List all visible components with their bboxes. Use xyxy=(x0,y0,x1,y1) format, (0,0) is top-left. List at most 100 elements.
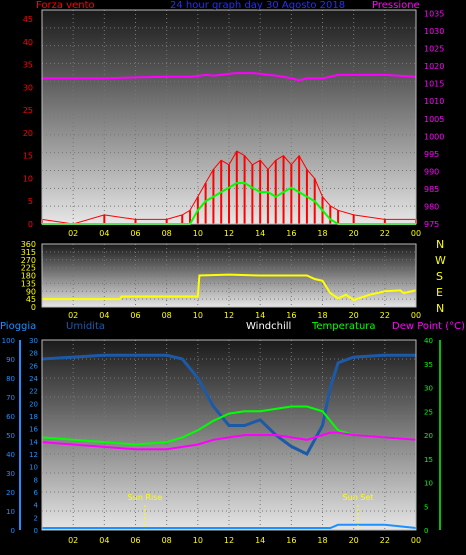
y-right-tick-label: 1025 xyxy=(424,45,444,54)
y-right-tick-label: 1030 xyxy=(424,27,444,36)
direction-tick-label: 225 xyxy=(21,264,36,273)
humidity-tick-label: 100 xyxy=(2,337,15,345)
rain-tick-label: 18 xyxy=(29,413,38,421)
temperature-tick-label: 15 xyxy=(424,456,433,464)
humidity-tick-label: 60 xyxy=(6,413,15,421)
x-tick-label: 08 xyxy=(162,311,172,320)
rain-tick-label: 0 xyxy=(34,527,38,535)
wind-bar xyxy=(103,214,106,224)
direction-label-w: W xyxy=(435,254,446,267)
rain-tick-label: 16 xyxy=(29,426,38,434)
y-right-tick-label: 1005 xyxy=(424,115,444,124)
rain-line xyxy=(42,523,417,529)
x-tick-label: 06 xyxy=(130,536,140,545)
humidity-tick-label: 40 xyxy=(6,451,15,459)
y-right-tick-label: 990 xyxy=(424,167,439,176)
wind-bar xyxy=(266,169,269,224)
wind-bar xyxy=(181,214,184,224)
humidity-tick-label: 30 xyxy=(6,470,15,478)
rain-tick-label: 10 xyxy=(29,464,38,472)
y-left-tick-label: 40 xyxy=(23,38,33,47)
x-tick-label: 22 xyxy=(380,311,390,320)
x-tick-label: 06 xyxy=(130,311,140,320)
humidity-tick-label: 0 xyxy=(11,527,15,535)
temperature-tick-label: 20 xyxy=(424,432,433,440)
pressure-axis-title: Pressione xyxy=(372,0,420,11)
x-tick-label: 04 xyxy=(99,536,109,545)
rain-tick-label: 8 xyxy=(34,476,38,484)
direction-tick-label: 0 xyxy=(31,303,36,312)
chart-title: 24 hour graph day 30 Agosto 2018 xyxy=(170,0,346,11)
rain-tick-label: 22 xyxy=(29,388,38,396)
x-tick-label: 18 xyxy=(317,311,327,320)
y-right-tick-label: 995 xyxy=(424,150,439,159)
wind-bar xyxy=(204,183,207,224)
wind-bar xyxy=(282,155,285,224)
y-right-tick-label: 1000 xyxy=(424,132,444,141)
direction-tick-label: 180 xyxy=(21,272,36,281)
temperature-legend: Temperatura xyxy=(312,321,376,332)
x-tick-label: 08 xyxy=(162,229,172,238)
rain-tick-label: 30 xyxy=(29,337,38,345)
direction-label-n2: N xyxy=(436,302,445,315)
wind-bar xyxy=(243,155,246,224)
windchill-legend: Windchill xyxy=(246,321,292,332)
humidity-tick-label: 80 xyxy=(6,375,15,383)
y-right-tick-label: 1015 xyxy=(424,80,444,89)
temperature-tick-label: 5 xyxy=(424,503,428,511)
dewpoint-line xyxy=(41,431,417,451)
temperature-tick-label: 0 xyxy=(424,527,428,535)
rain-tick-label: 20 xyxy=(29,400,38,408)
x-tick-label: 10 xyxy=(193,229,203,238)
humidity-axis-title: Umidita xyxy=(66,321,106,332)
x-tick-label: 02 xyxy=(68,536,78,545)
x-tick-label: 14 xyxy=(255,311,265,320)
y-left-tick-label: 0 xyxy=(28,220,33,229)
x-tick-label: 22 xyxy=(380,536,390,545)
humidity-tick-label: 50 xyxy=(6,432,15,440)
wind-bar xyxy=(165,219,168,224)
rain-tick-label: 2 xyxy=(34,514,38,522)
temperature-tick-label: 10 xyxy=(424,480,433,488)
x-tick-label: 16 xyxy=(286,311,296,320)
y-right-tick-label: 1020 xyxy=(424,62,444,71)
panel-border xyxy=(41,243,417,308)
y-right-tick-label: 980 xyxy=(424,202,439,211)
x-tick-label: 06 xyxy=(130,229,140,238)
direction-tick-label: 315 xyxy=(21,248,36,257)
y-left-tick-label: 5 xyxy=(28,197,33,206)
x-tick-label: 00 xyxy=(411,229,421,238)
rain-tick-label: 4 xyxy=(34,502,39,510)
wind-bar xyxy=(290,164,293,224)
dewpoint-legend: Dew Point (°C) xyxy=(392,321,466,332)
y-left-tick-label: 10 xyxy=(23,174,33,183)
y-left-tick-label: 30 xyxy=(23,83,33,92)
x-tick-label: 20 xyxy=(349,536,359,545)
x-tick-label: 04 xyxy=(99,229,109,238)
rain-axis-title: Pioggia xyxy=(0,321,37,332)
x-tick-label: 22 xyxy=(380,229,390,238)
humidity-tick-label: 70 xyxy=(6,394,15,402)
wind-line xyxy=(41,150,416,225)
temperature-tick-label: 25 xyxy=(424,408,433,416)
direction-tick-label: 270 xyxy=(21,256,36,265)
rain-tick-label: 12 xyxy=(29,451,38,459)
direction-tick-label: 135 xyxy=(21,279,36,288)
x-tick-label: 12 xyxy=(224,229,234,238)
wind-bar xyxy=(235,151,238,224)
direction-tick-label: 360 xyxy=(21,240,36,249)
temperature-tick-label: 40 xyxy=(424,337,433,345)
wind-direction-line xyxy=(42,273,417,302)
direction-tick-label: 45 xyxy=(26,295,36,304)
wind-bar xyxy=(298,155,301,224)
y-left-tick-label: 20 xyxy=(23,129,33,138)
rain-tick-label: 24 xyxy=(29,375,38,383)
x-tick-label: 16 xyxy=(286,229,296,238)
pressure-line xyxy=(42,72,417,82)
y-right-tick-label: 1010 xyxy=(424,97,444,106)
wind-bar xyxy=(251,164,254,224)
humidity-tick-label: 20 xyxy=(6,489,15,497)
x-tick-label: 02 xyxy=(68,229,78,238)
direction-tick-label: 90 xyxy=(26,287,36,296)
y-left-tick-label: 15 xyxy=(23,152,33,161)
